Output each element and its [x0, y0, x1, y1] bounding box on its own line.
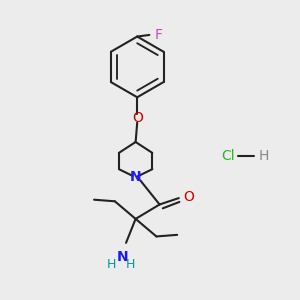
Text: O: O: [184, 190, 194, 203]
Text: H: H: [107, 258, 116, 271]
Text: N: N: [117, 250, 129, 264]
Text: H: H: [259, 149, 269, 164]
Text: Cl: Cl: [221, 149, 235, 164]
Text: N: N: [130, 170, 141, 184]
Text: H: H: [126, 258, 136, 271]
Text: O: O: [132, 111, 143, 125]
Text: F: F: [155, 28, 163, 42]
